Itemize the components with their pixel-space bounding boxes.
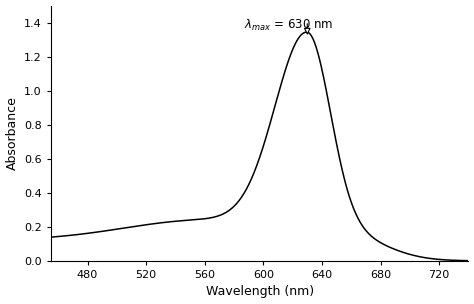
X-axis label: Wavelength (nm): Wavelength (nm): [206, 285, 314, 299]
Text: $\lambda_{max}$ = 630 nm: $\lambda_{max}$ = 630 nm: [244, 17, 333, 33]
Y-axis label: Absorbance: Absorbance: [6, 96, 18, 170]
